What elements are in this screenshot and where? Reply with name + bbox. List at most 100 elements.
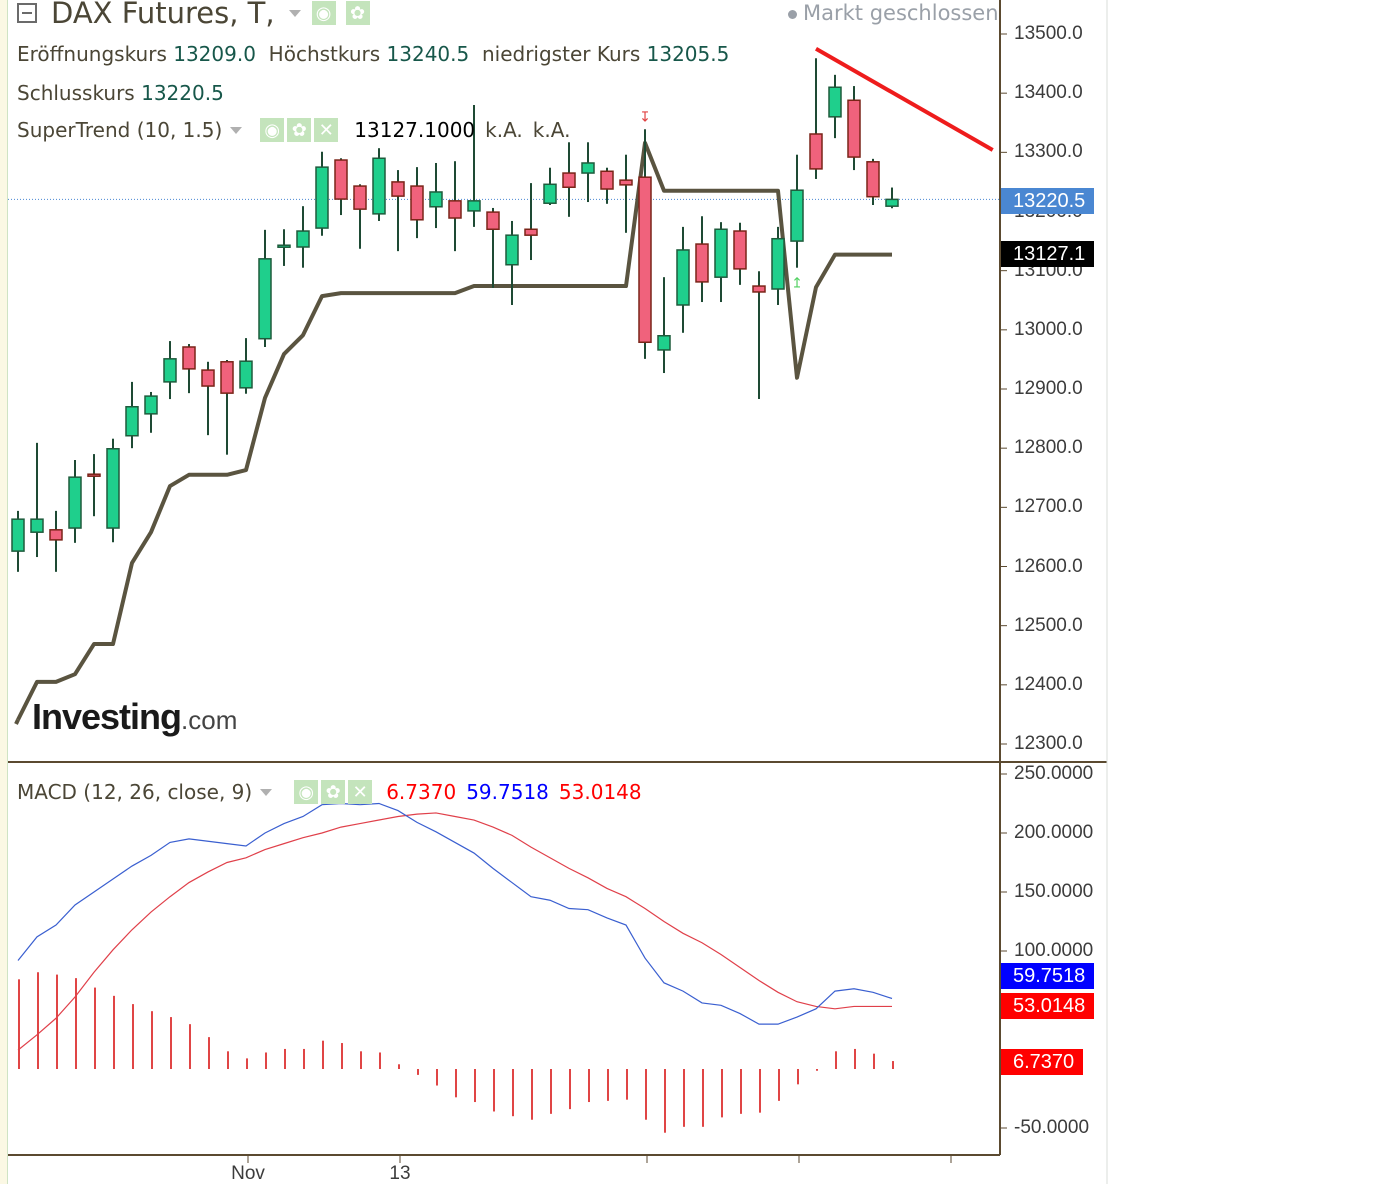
candle-body — [752, 285, 766, 293]
candle-body — [391, 181, 405, 197]
candle-body — [562, 172, 576, 188]
chevron-down-icon[interactable] — [230, 126, 243, 134]
candle-down — [562, 142, 576, 217]
chevron-down-icon[interactable] — [260, 788, 273, 796]
last-price-tag: 13220.5 — [1001, 188, 1095, 214]
price-tick-label: 12600.0 — [1014, 555, 1083, 577]
chevron-down-icon[interactable] — [288, 9, 301, 17]
candle-down — [695, 216, 709, 303]
candle-down — [524, 183, 538, 261]
time-tick-label: 13 — [389, 1163, 411, 1184]
price-tick-label: 12900.0 — [1014, 378, 1083, 399]
candle-body — [790, 189, 804, 242]
price-tick-label: 12700.0 — [1014, 496, 1083, 518]
market-status: Markt geschlossen — [788, 1, 999, 25]
candle-body — [163, 358, 177, 383]
macd-tick-label: 200.0000 — [1014, 822, 1094, 843]
supertrend-value-3: k.A. — [532, 118, 571, 142]
candle-up — [296, 206, 310, 268]
signal-tag: 53.0148 — [1001, 993, 1095, 1019]
price-tick-label: 13400.0 — [1014, 82, 1083, 104]
candle-body — [144, 395, 158, 415]
candle-down — [201, 361, 215, 436]
candle-up — [505, 220, 519, 305]
candle-up — [543, 167, 557, 205]
candle-up — [68, 460, 82, 543]
candle-down — [448, 161, 462, 252]
status-dot-icon — [788, 9, 797, 19]
candle-up — [467, 105, 481, 227]
price-tick-label: 12800.0 — [1014, 437, 1083, 459]
candle-body — [733, 230, 747, 270]
logo-brand: Investing — [32, 696, 182, 737]
candle-up — [144, 391, 158, 433]
candle-down — [353, 184, 367, 249]
candle-body — [372, 157, 386, 215]
candle-body — [353, 185, 367, 210]
price-tick-label: 13000.0 — [1014, 318, 1083, 340]
macd-line — [17, 802, 893, 1025]
gear-icon[interactable]: ✿ — [321, 780, 346, 804]
candle-body — [676, 249, 690, 306]
candle-down — [334, 158, 348, 216]
eye-icon[interactable]: ◉ — [260, 118, 285, 142]
eye-icon[interactable]: ◉ — [311, 1, 336, 25]
supertrend-legend: SuperTrend (10, 1.5) ◉ ✿ ✕ 13127.1000 k.… — [17, 118, 570, 142]
candle-body — [581, 162, 595, 174]
macd-tick-label: -50.0000 — [1014, 1117, 1090, 1138]
supertrend-label[interactable]: SuperTrend (10, 1.5) — [17, 118, 223, 142]
candle-up — [581, 142, 595, 203]
time-tick-label: Nov — [231, 1163, 265, 1184]
trendline — [815, 47, 994, 152]
candle-body — [201, 369, 215, 387]
candle-up — [125, 381, 139, 449]
macd-tag: 59.7518 — [1001, 963, 1095, 989]
candle-body — [771, 237, 785, 290]
candle-down — [486, 207, 500, 288]
candle-body — [429, 191, 443, 208]
candle-up — [790, 154, 804, 268]
candle-body — [49, 529, 63, 541]
collapse-icon[interactable] — [17, 3, 37, 23]
candle-body — [277, 244, 291, 248]
candle-body — [11, 518, 25, 552]
candle-down — [752, 271, 766, 400]
candle-body — [505, 234, 519, 266]
candle-body — [524, 228, 538, 236]
candle-body — [619, 179, 633, 186]
eye-icon[interactable]: ◉ — [294, 780, 319, 804]
candle-up — [258, 229, 272, 347]
open-value: 13209.0 — [173, 42, 256, 66]
high-label: Höchstkurs — [268, 42, 381, 66]
candle-body — [695, 243, 709, 283]
macd-value: 59.7518 — [466, 780, 549, 804]
candle-down — [220, 360, 234, 455]
candle-down — [866, 158, 880, 205]
candle-up — [828, 74, 842, 139]
close-icon[interactable]: ✕ — [314, 118, 339, 142]
candle-body — [866, 161, 880, 198]
candle-up — [676, 226, 690, 333]
candle-body — [334, 159, 348, 200]
candle-body — [828, 86, 842, 118]
close-label: Schlusskurs — [17, 81, 135, 105]
candle-down — [410, 167, 424, 239]
macd-label[interactable]: MACD (12, 26, close, 9) — [17, 780, 253, 804]
price-tick-label: 13500.0 — [1014, 23, 1083, 44]
gear-icon[interactable]: ✿ — [287, 118, 312, 142]
candle-down — [600, 167, 614, 204]
histogram-tag: 6.7370 — [1001, 1049, 1084, 1075]
candle-up — [106, 438, 120, 543]
supertrend-value: 13127.1000 — [354, 118, 476, 142]
macd-legend: MACD (12, 26, close, 9) ◉ ✿ ✕ 6.7370 59.… — [17, 780, 642, 804]
candle-down — [49, 510, 63, 572]
candle-body — [847, 99, 861, 158]
close-icon[interactable]: ✕ — [348, 780, 373, 804]
candle-body — [30, 518, 44, 533]
market-status-text: Markt geschlossen — [803, 1, 999, 25]
candle-body — [714, 228, 728, 278]
gear-icon[interactable]: ✿ — [345, 1, 370, 25]
candle-body — [543, 183, 557, 204]
chart-title: DAX Futures, T, — [51, 0, 275, 30]
